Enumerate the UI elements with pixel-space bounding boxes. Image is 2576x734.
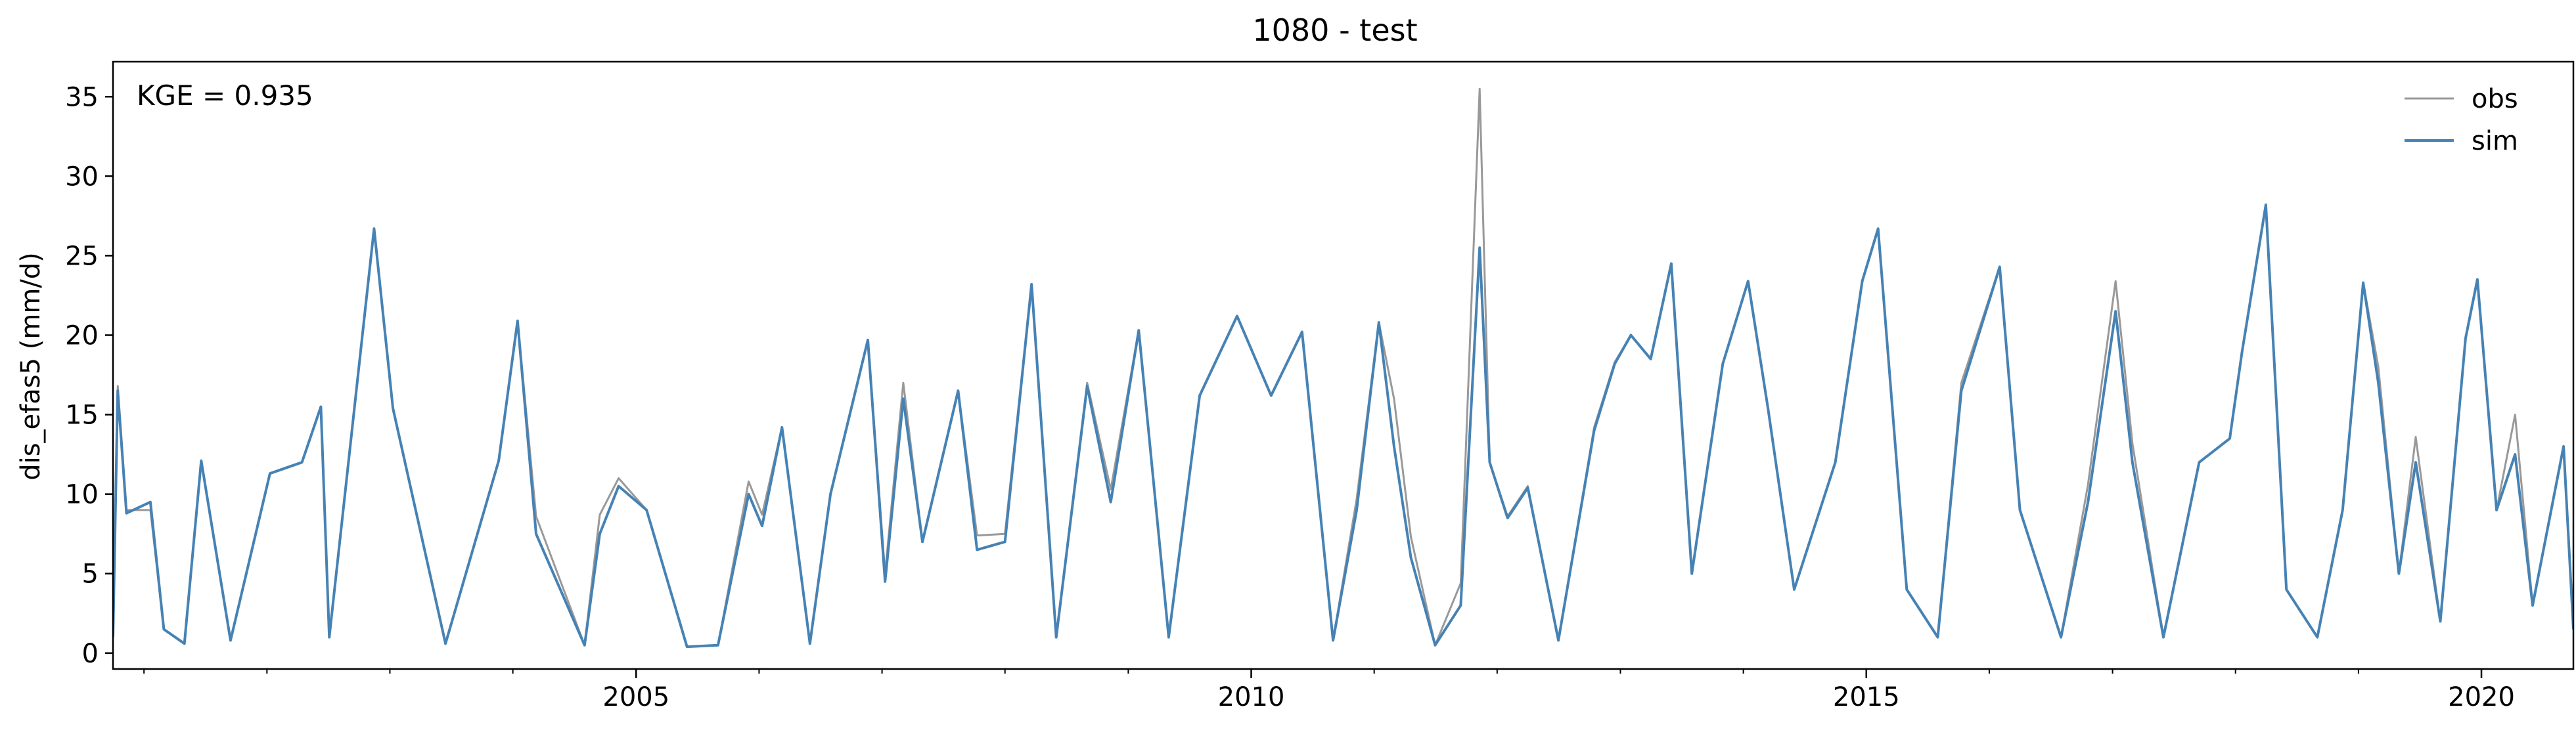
y-tick-label: 10 — [65, 480, 99, 510]
x-tick-label: 2015 — [1833, 682, 1900, 712]
chart-title: 1080 - test — [1252, 12, 1417, 48]
legend: obs sim — [2405, 84, 2518, 156]
x-tick-label: 2010 — [1218, 682, 1285, 712]
y-tick-label: 0 — [82, 639, 99, 669]
legend-label-obs: obs — [2472, 84, 2518, 114]
legend-label-sim: sim — [2472, 126, 2518, 156]
y-tick-label: 20 — [65, 320, 99, 351]
y-tick-label: 5 — [82, 559, 99, 590]
series-line-sim — [113, 203, 2573, 649]
x-tick-label: 2020 — [2448, 682, 2515, 712]
y-tick-label: 30 — [65, 162, 99, 192]
y-axis: 0 5 10 15 20 25 30 35 — [65, 82, 113, 669]
y-axis-label: dis_efas5 (mm/d) — [16, 252, 46, 481]
kge-annotation: KGE = 0.935 — [137, 79, 313, 112]
y-tick-label: 15 — [65, 400, 99, 431]
y-tick-label: 35 — [65, 82, 99, 112]
x-axis: 2005 2010 2015 2020 — [143, 669, 2515, 712]
plot-frame — [112, 60, 2575, 670]
x-tick-label: 2005 — [602, 682, 669, 712]
y-tick-label: 25 — [65, 241, 99, 271]
series-layer — [113, 87, 2573, 649]
